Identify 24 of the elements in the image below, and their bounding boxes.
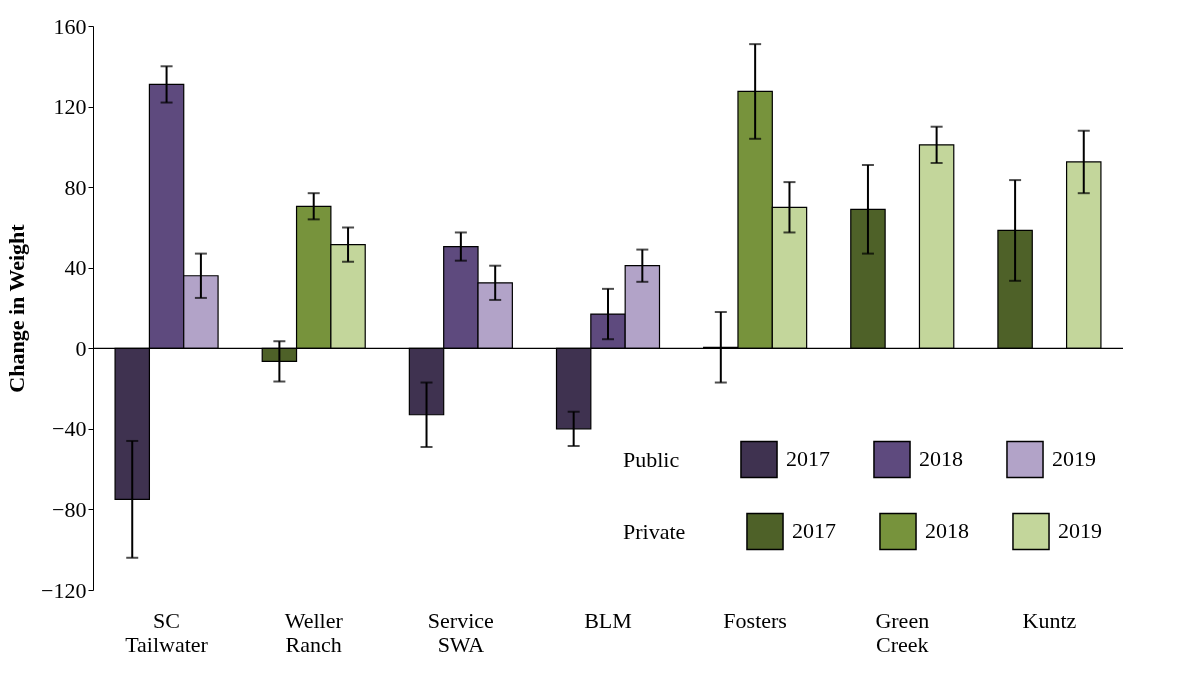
y-tick-label: 160 — [53, 13, 87, 39]
annotation: Private — [623, 519, 686, 544]
x-tick-label: Kuntz — [1022, 607, 1077, 633]
y-tick-label: 80 — [64, 174, 87, 200]
x-tick-label: Service SWA — [427, 607, 494, 657]
y-tick-label: −120 — [41, 577, 87, 603]
x-tick-label: SC Tailwater — [125, 607, 209, 657]
legend-label: 2019 — [1058, 518, 1102, 544]
y-tick-label: 0 — [75, 335, 87, 361]
y-tick-label: −40 — [52, 416, 87, 442]
legend-label: 2018 — [925, 518, 969, 544]
y-tick-label: 120 — [53, 94, 87, 120]
y-tick-label: 40 — [64, 255, 87, 281]
x-tick-label: Weller Ranch — [284, 607, 344, 657]
annotation: Public — [623, 447, 680, 472]
y-axis-title: Change in Weight — [4, 223, 30, 393]
legend-label: 2018 — [919, 446, 963, 472]
x-tick-label: BLM — [584, 607, 632, 633]
x-tick-label: Fosters — [723, 607, 787, 633]
x-tick-label: Green Creek — [875, 607, 930, 657]
legend-label: 2019 — [1052, 446, 1096, 472]
y-tick-label: −80 — [52, 496, 87, 522]
legend-label: 2017 — [786, 446, 830, 472]
legend-label: 2017 — [792, 518, 836, 544]
